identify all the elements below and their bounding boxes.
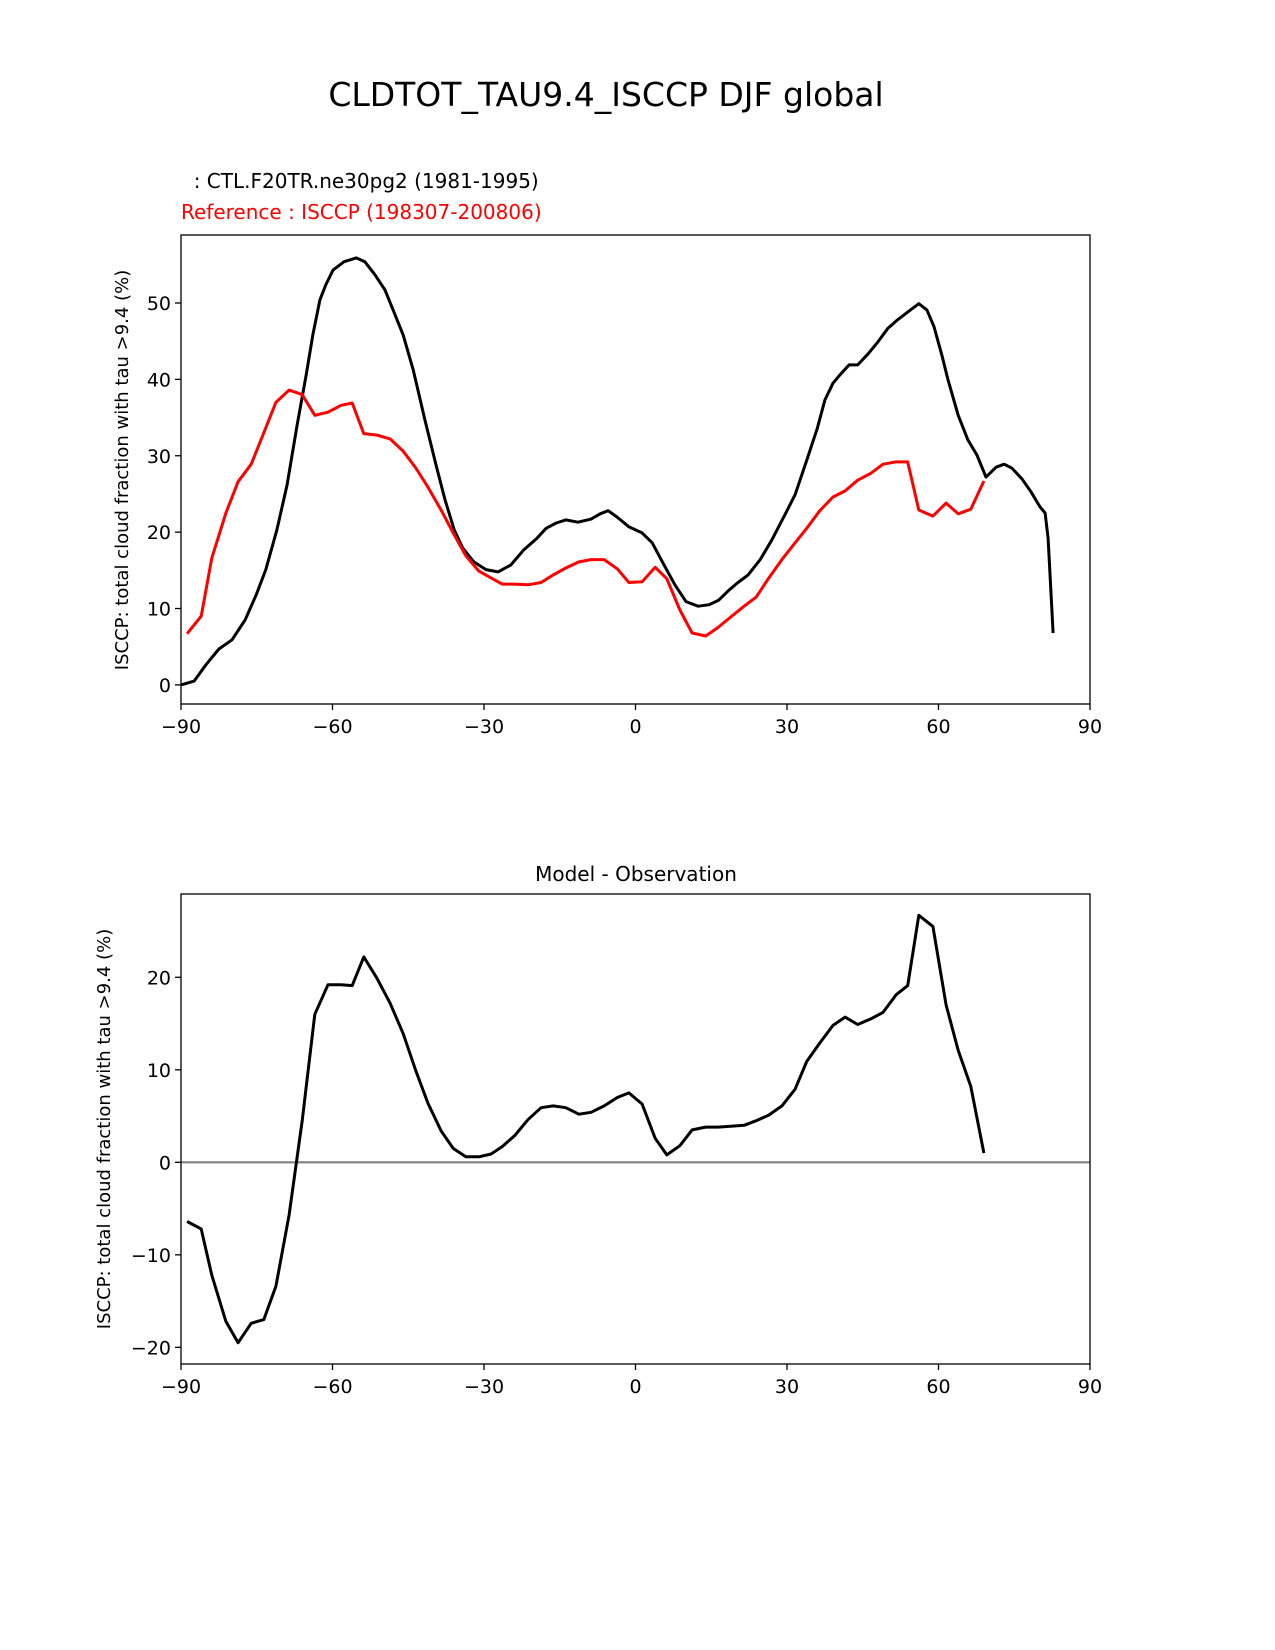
model-line	[180, 256, 1055, 687]
y-tick-label: 30	[147, 446, 171, 468]
difference-line	[186, 913, 986, 1345]
x-tick-label: 90	[1078, 716, 1102, 738]
x-tick-label: 90	[1078, 1376, 1102, 1398]
x-tick-label: 60	[926, 716, 950, 738]
y-tick-label: 40	[147, 369, 171, 391]
x-tick-label: 30	[775, 1376, 799, 1398]
x-tick-label: 0	[629, 716, 641, 738]
y-tick-label: 10	[147, 1060, 171, 1082]
x-tick-label: −30	[464, 716, 504, 738]
y-tick-label: −20	[131, 1337, 171, 1359]
reference-line	[185, 388, 986, 638]
y-tick-label: 0	[159, 1152, 171, 1174]
x-tick-label: 30	[775, 716, 799, 738]
x-tick-label: −90	[161, 1376, 201, 1398]
bottom-y-axis-label: ISCCP: total cloud fraction with tau >9.…	[94, 929, 115, 1329]
y-tick-label: 20	[147, 522, 171, 544]
y-tick-label: 0	[159, 675, 171, 697]
x-tick-label: 0	[629, 1376, 641, 1398]
figure-title: CLDTOT_TAU9.4_ISCCP DJF global	[328, 75, 883, 114]
top-y-axis-label: ISCCP: total cloud fraction with tau >9.…	[112, 270, 133, 670]
x-tick-label: −60	[312, 716, 352, 738]
x-tick-label: 60	[926, 1376, 950, 1398]
model-subtitle: : CTL.F20TR.ne30pg2 (1981-1995)	[181, 169, 539, 193]
y-tick-label: −10	[131, 1245, 171, 1267]
y-tick-label: 10	[147, 599, 171, 621]
bottom-panel: Model - Observation ISCCP: total cloud f…	[94, 862, 1102, 1398]
y-tick-label: 20	[147, 967, 171, 989]
bottom-title: Model - Observation	[535, 862, 737, 886]
top-panel: : CTL.F20TR.ne30pg2 (1981-1995) Referenc…	[112, 169, 1102, 738]
x-tick-label: −90	[161, 716, 201, 738]
y-tick-label: 50	[147, 293, 171, 315]
reference-subtitle: Reference : ISCCP (198307-200806)	[181, 200, 542, 224]
x-tick-label: −30	[464, 1376, 504, 1398]
x-tick-label: −60	[312, 1376, 352, 1398]
